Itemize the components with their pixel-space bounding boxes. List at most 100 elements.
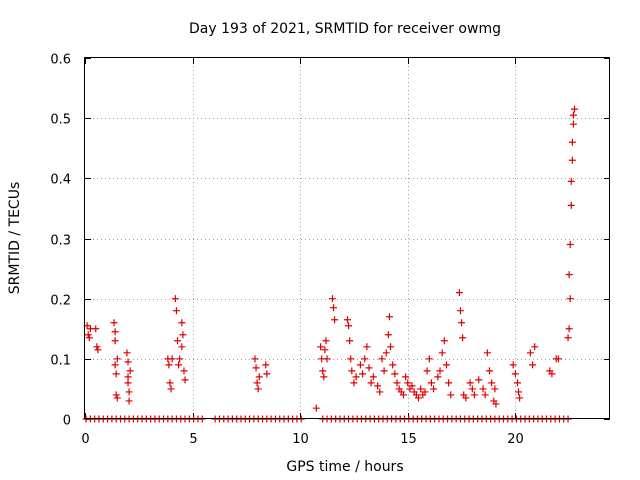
y-tick-label: 0.6 (50, 53, 71, 68)
data-point (516, 394, 524, 402)
data-point (93, 343, 101, 351)
data-point (564, 334, 572, 342)
data-point (178, 319, 186, 327)
data-point (317, 343, 325, 351)
data-point (511, 370, 519, 378)
data-point (112, 370, 120, 378)
x-tick-label: 20 (507, 432, 524, 447)
data-point (330, 304, 338, 312)
points-layer (82, 105, 578, 423)
x-tick-label: 10 (292, 432, 309, 447)
data-point (421, 388, 429, 396)
data-point (404, 379, 412, 387)
data-point (322, 337, 330, 345)
data-point (166, 379, 174, 387)
y-tick-label: 0.5 (50, 113, 71, 128)
data-point (94, 346, 102, 354)
data-point (565, 325, 573, 333)
data-point (112, 391, 120, 399)
data-point (255, 373, 263, 381)
data-point (509, 361, 517, 369)
data-point (445, 379, 453, 387)
data-point (363, 343, 371, 351)
data-point (447, 391, 455, 399)
chart-title: Day 193 of 2021, SRMTID for receiver owm… (189, 21, 501, 37)
data-point (399, 391, 407, 399)
data-point (345, 322, 353, 330)
y-tick-label: 0.2 (50, 294, 71, 309)
data-point (488, 379, 496, 387)
data-point (374, 382, 382, 390)
data-point (479, 385, 487, 393)
data-point (113, 394, 121, 402)
y-tick-label: 0.4 (50, 173, 71, 188)
y-tick-label: 0 (63, 414, 71, 429)
data-point (321, 346, 329, 354)
data-point (393, 379, 401, 387)
data-point (252, 364, 260, 372)
data-point (124, 379, 132, 387)
data-point (515, 388, 523, 396)
data-point (531, 343, 539, 351)
data-point (415, 394, 423, 402)
data-point (402, 373, 410, 381)
data-point (350, 379, 358, 387)
data-point (111, 337, 119, 345)
data-point (468, 385, 476, 393)
data-point (423, 367, 431, 375)
data-point (376, 388, 384, 396)
y-tick-label: 0.3 (50, 234, 71, 249)
data-point (172, 307, 180, 315)
data-point (391, 370, 399, 378)
data-point (382, 349, 390, 357)
x-tick-label: 5 (189, 432, 197, 447)
data-point (380, 367, 388, 375)
data-point (529, 361, 537, 369)
data-point (440, 337, 448, 345)
data-point (387, 343, 395, 351)
data-point (567, 177, 575, 185)
data-point (430, 385, 438, 393)
data-point (569, 111, 577, 119)
data-point (323, 355, 331, 363)
data-point (359, 370, 367, 378)
data-point (125, 397, 133, 405)
data-point (125, 388, 133, 396)
data-point (466, 379, 474, 387)
data-point (175, 361, 183, 369)
data-point (491, 385, 499, 393)
data-point (251, 355, 259, 363)
data-point (455, 289, 463, 297)
data-point (483, 349, 491, 357)
data-point (462, 394, 470, 402)
data-point (171, 295, 179, 303)
y-tick-label: 0.1 (50, 354, 71, 369)
data-point (481, 391, 489, 399)
data-point (567, 201, 575, 209)
data-point (548, 370, 556, 378)
y-axis-label: SRMTID / TECUs (7, 182, 23, 295)
data-point (456, 307, 464, 315)
data-point (124, 373, 132, 381)
data-point (262, 361, 270, 369)
data-point (459, 334, 467, 342)
data-point (84, 331, 92, 339)
data-point (111, 328, 119, 336)
data-point (174, 337, 182, 345)
data-point (475, 376, 483, 384)
data-point (385, 313, 393, 321)
data-point (427, 379, 435, 387)
x-tick-label: 15 (400, 432, 417, 447)
data-point (352, 373, 360, 381)
data-point (181, 376, 189, 384)
data-point (167, 385, 175, 393)
data-point (356, 361, 364, 369)
data-point (263, 370, 271, 378)
data-point (180, 367, 188, 375)
data-point (176, 355, 184, 363)
data-point (111, 361, 119, 369)
data-point (361, 355, 369, 363)
grid-layer (85, 58, 610, 419)
data-point (253, 379, 261, 387)
data-point (123, 349, 131, 357)
